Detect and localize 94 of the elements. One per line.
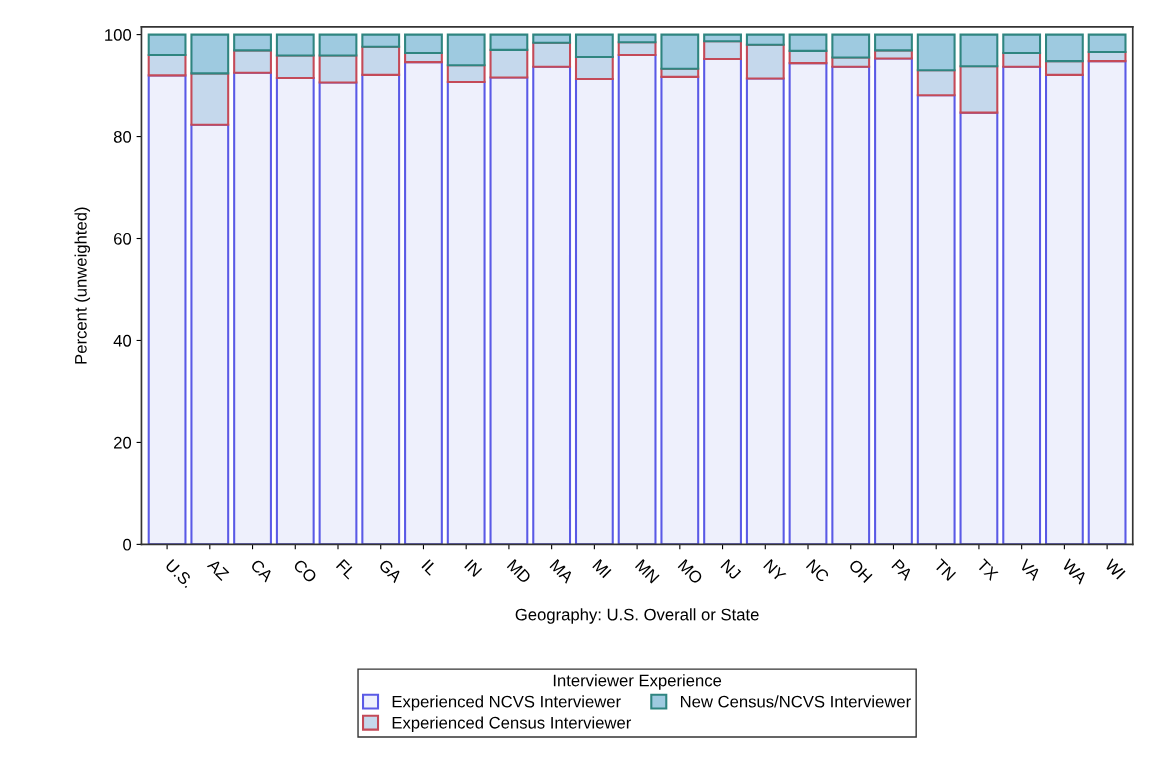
- bar: [959, 33, 999, 68]
- x-tick-label: MI: [592, 559, 612, 579]
- bar: [1044, 33, 1084, 63]
- x-tick-label: WA: [1061, 558, 1088, 585]
- bar: [275, 54, 315, 79]
- bar: [703, 40, 742, 61]
- bar: [361, 45, 401, 76]
- x-tick-label: OH: [848, 558, 873, 584]
- bar: [532, 65, 572, 545]
- bar: [1002, 33, 1042, 54]
- bar: [361, 33, 401, 48]
- legend-label: New Census/NCVS Interviewer: [680, 695, 911, 708]
- y-axis-title: Percent (unweighted): [74, 207, 91, 364]
- bar: [190, 123, 230, 545]
- y-tick-label: 40: [113, 334, 132, 347]
- bar: [1087, 33, 1127, 53]
- bar: [489, 76, 529, 545]
- x-tick-label: VA: [1018, 558, 1042, 582]
- bar: [532, 33, 572, 44]
- x-tick-label: MO: [677, 558, 704, 585]
- x-tick-label: TX: [976, 558, 999, 581]
- bar: [147, 33, 187, 57]
- legend-label: Experienced Census Interviewer: [392, 716, 632, 732]
- bar: [318, 33, 358, 57]
- x-tick-label: MA: [549, 559, 575, 584]
- bar: [874, 33, 913, 52]
- bar: [959, 111, 999, 545]
- y-tick-label: 60: [114, 232, 132, 245]
- bar: [617, 33, 657, 44]
- bar: [190, 33, 230, 75]
- bar: [318, 81, 358, 545]
- bar: [703, 33, 742, 43]
- x-tick-label: CO: [292, 558, 318, 584]
- y-tick-label: 100: [105, 29, 132, 41]
- bar: [318, 54, 358, 84]
- x-axis-title: Geography: U.S. Overall or State: [515, 608, 759, 624]
- x-tick-label: IN: [464, 559, 483, 578]
- x-tick-label: GA: [378, 558, 403, 584]
- bar: [660, 33, 700, 70]
- x-tick-label: AZ: [206, 558, 230, 581]
- bar: [574, 77, 614, 545]
- bar: [1044, 73, 1084, 545]
- bar: [446, 64, 486, 84]
- x-tick-label: NY: [763, 559, 787, 583]
- bar: [745, 43, 785, 80]
- x-tick-label: TN: [933, 558, 957, 581]
- y-tick-label: 20: [114, 436, 132, 449]
- bar: [1087, 60, 1127, 545]
- y-tick-label: 0: [123, 538, 132, 551]
- y-tick-label: 80: [113, 130, 132, 143]
- bar: [660, 75, 700, 545]
- bar: [831, 65, 871, 545]
- bar: [959, 65, 999, 114]
- bar: [874, 57, 913, 545]
- bar: [745, 77, 785, 545]
- bar: [446, 33, 486, 67]
- bar: [916, 33, 956, 72]
- x-tick-label: FL: [335, 559, 357, 580]
- bar: [190, 72, 230, 126]
- x-tick-label: WI: [1104, 558, 1126, 580]
- bar: [788, 62, 828, 545]
- bar: [574, 33, 614, 59]
- bar: [1002, 65, 1042, 545]
- bar: [275, 33, 315, 57]
- bar: [788, 33, 828, 52]
- bar: [147, 74, 187, 545]
- bar: [916, 69, 956, 97]
- bar: [147, 53, 187, 77]
- legend-label: Experienced NCVS Interviewer: [392, 695, 621, 711]
- bar: [745, 33, 785, 46]
- x-tick-label: NC: [805, 558, 830, 583]
- bar: [233, 71, 272, 545]
- x-tick-label: NJ: [720, 559, 742, 580]
- bar: [404, 33, 443, 54]
- bar: [916, 94, 956, 545]
- bar: [361, 73, 401, 545]
- x-tick-label: MD: [506, 559, 532, 584]
- x-tick-label: CA: [249, 558, 275, 583]
- x-tick-label: PA: [891, 559, 914, 582]
- bar: [831, 33, 871, 59]
- bar: [489, 33, 529, 51]
- bar: [574, 55, 614, 80]
- legend-title: Interviewer Experience: [553, 674, 722, 690]
- bar: [275, 76, 315, 545]
- bar: [703, 58, 742, 545]
- bar: [446, 80, 486, 545]
- bar: [532, 41, 572, 68]
- bar: [233, 49, 272, 74]
- bar: [489, 48, 529, 79]
- x-tick-label: IL: [421, 559, 438, 576]
- bar: [404, 61, 443, 545]
- x-tick-label: MN: [635, 559, 660, 584]
- bar: [233, 33, 272, 52]
- bar: [617, 53, 657, 545]
